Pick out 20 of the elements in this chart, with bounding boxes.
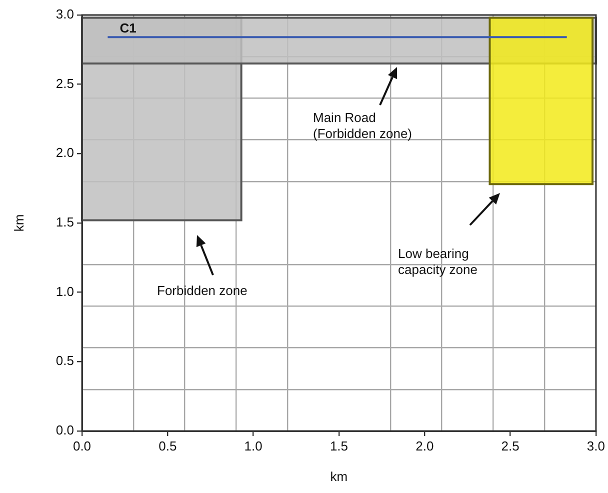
y-tick-label: 0.0 <box>56 422 74 438</box>
x-tick-label: 0.0 <box>72 438 92 454</box>
y-tick-label: 1.0 <box>56 284 74 299</box>
x-axis-title: km <box>330 468 348 484</box>
y-tick-label: 1.5 <box>56 214 74 230</box>
x-tick-label: 0.5 <box>158 438 177 454</box>
y-tick-label: 0.5 <box>56 353 74 368</box>
x-tick-label: 2.0 <box>416 438 434 454</box>
x-tick-label: 3.0 <box>586 438 606 454</box>
x-tick-label: 1.0 <box>244 438 262 454</box>
annotation: Low bearing capacity zone <box>398 246 478 278</box>
annotation: Main Road (Forbidden zone) <box>313 110 412 142</box>
y-tick-label: 2.0 <box>56 145 74 160</box>
annotation: Forbidden zone <box>157 283 248 298</box>
x-tick-label: 1.5 <box>330 438 348 454</box>
y-axis-title: km <box>11 214 26 232</box>
x-tick-label: 2.5 <box>501 438 520 454</box>
y-tick-label: 3.0 <box>56 6 74 22</box>
y-tick-label: 2.5 <box>56 76 74 91</box>
series-label: C1 <box>120 20 136 36</box>
